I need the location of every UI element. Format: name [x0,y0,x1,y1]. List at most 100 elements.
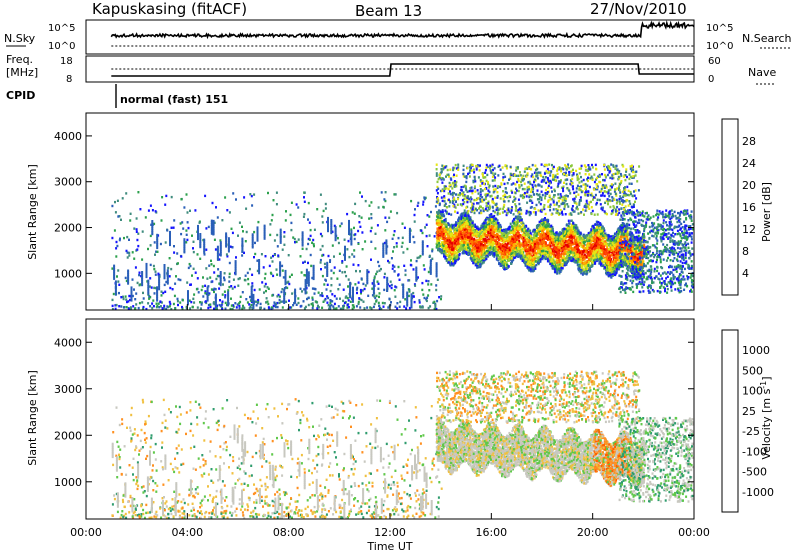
heatmap-cell [428,289,431,292]
heatmap-cell [204,284,207,287]
heatmap-cell [330,220,333,224]
heatmap-cell [367,294,370,297]
heatmap-cell [421,247,424,250]
heatmap-cell [567,219,570,222]
heatmap-cell [219,254,222,257]
heatmap-cell [270,306,273,309]
heatmap-cell [227,296,230,300]
heatmap-cell [203,238,206,241]
heatmap-cell [344,247,346,250]
heatmap-cell [210,221,213,224]
heatmap-cell [571,238,573,241]
heatmap-cell [308,238,311,241]
heatmap-cell [189,264,192,268]
heatmap-cell [136,248,139,251]
heatmap-cell [205,301,208,305]
heatmap-cell [163,271,166,274]
heatmap-cell [503,264,505,267]
heatmap-cell [347,285,349,288]
heatmap-cell [179,278,182,282]
heatmap-cell [173,245,175,248]
heatmap-cell [429,259,432,262]
heatmap-cell [132,305,135,308]
heatmap-cell [284,280,287,284]
heatmap-cell [481,262,484,265]
heatmap-cell [254,252,257,256]
heatmap-cell [147,302,150,305]
heatmap-cell [121,197,124,200]
heatmap-cell [156,239,159,242]
heatmap-cell [219,246,222,250]
heatmap-cell [326,295,329,298]
heatmap-cell [394,295,397,298]
heatmap-cell [134,266,137,269]
heatmap-cell [124,295,127,298]
heatmap-cell [408,288,411,292]
heatmap-cell [168,257,171,260]
heatmap-cell [345,274,348,278]
heatmap-cell [170,267,173,271]
heatmap-cell [424,226,427,229]
heatmap-cell [408,279,411,282]
heatmap-cell [135,230,138,233]
freq-unit: [MHz] [6,66,38,79]
heatmap-cell [130,307,132,310]
heatmap-cell [323,262,326,266]
heatmap-cell [371,287,374,290]
heatmap-cell [199,244,202,247]
cpid-label: CPID [6,89,35,102]
heatmap-cell [138,273,141,277]
heatmap-cell [250,303,253,307]
heatmap-cell [313,244,315,248]
heatmap-cell [239,300,242,304]
heatmap-cell [612,258,615,261]
heatmap-cell [412,291,415,295]
heatmap-cell [115,247,118,250]
heatmap-cell [187,301,189,304]
heatmap-cell [326,269,329,272]
heatmap-cell [203,253,206,256]
heatmap-cell [303,288,306,291]
heatmap-cell [496,219,499,222]
heatmap-cell [192,297,195,300]
heatmap-cell [219,276,222,279]
heatmap-cell [347,306,350,309]
heatmap-cell [223,290,226,293]
heatmap-cell [176,300,179,303]
heatmap-cell [272,199,275,202]
heatmap-cell [415,259,418,263]
heatmap-cell [360,298,363,302]
heatmap-cell [496,241,499,244]
heatmap-cell [364,240,367,243]
nsky-tick-bottom: 10^0 [48,41,75,52]
heatmap-cell [398,278,401,281]
heatmap-cell [114,293,117,296]
heatmap-cell [224,294,227,297]
heatmap-cell [193,293,196,296]
heatmap-cell [319,232,322,236]
heatmap-cell [225,241,228,244]
heatmap-cell [158,278,161,282]
heatmap-cell [115,240,118,244]
heatmap-cell [529,231,532,235]
heatmap-cell [191,305,194,309]
heatmap-cell [219,243,222,246]
heatmap-cell [242,306,245,309]
heatmap-cell [384,216,387,219]
heatmap-cell [410,296,413,300]
heatmap-cell [361,289,364,292]
heatmap-cell [352,292,354,295]
heatmap-cell [401,236,404,239]
heatmap-cell [214,288,217,291]
heatmap-cell [385,246,388,250]
heatmap-cell [414,284,417,287]
heatmap-cell [348,255,351,259]
heatmap-cell [247,277,250,281]
heatmap-cell [382,255,385,258]
heatmap-cell [207,225,210,229]
heatmap-cell [510,250,513,254]
heatmap-cell [594,229,597,233]
heatmap-cell [360,292,362,295]
heatmap-cell [312,238,315,242]
heatmap-cell [339,224,342,228]
